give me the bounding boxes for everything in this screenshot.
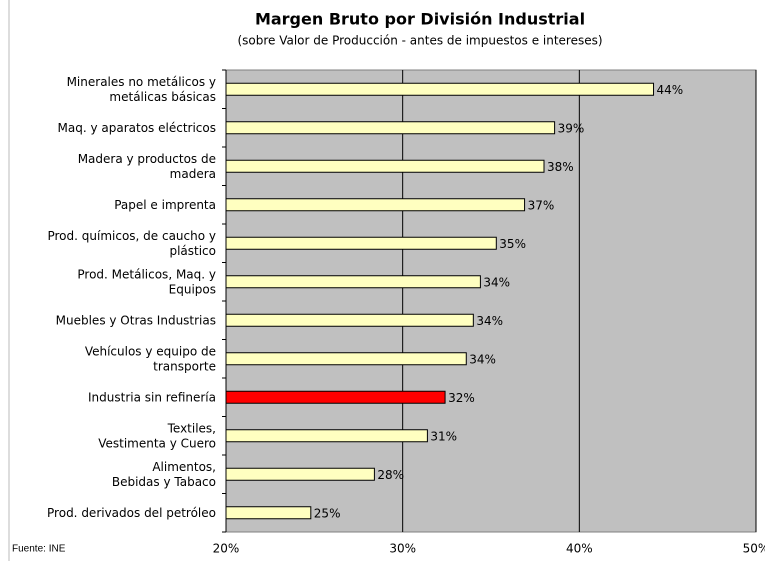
y-tick-label: Papel e imprenta	[114, 197, 216, 211]
value-label: 31%	[430, 429, 457, 443]
x-tick-label: 40%	[566, 542, 593, 556]
value-label: 28%	[377, 468, 404, 482]
bar	[225, 390, 446, 404]
bar	[225, 352, 467, 366]
value-label: 39%	[558, 121, 585, 135]
x-tick-label: 50%	[743, 542, 765, 556]
value-label: 25%	[314, 506, 341, 520]
value-label: 34%	[483, 275, 510, 289]
value-label: 38%	[547, 160, 574, 174]
x-tick-label: 30%	[389, 542, 416, 556]
y-tick-label: Alimentos, Bebidas y Tabaco	[112, 459, 216, 488]
bar	[225, 275, 481, 289]
y-tick-label: Textiles, Vestimenta y Cuero	[98, 421, 216, 450]
y-tick-label: Muebles y Otras Industrias	[56, 313, 216, 327]
value-label: 32%	[448, 391, 475, 405]
y-tick-label: Maq. y aparatos eléctricos	[58, 120, 216, 134]
value-label: 34%	[476, 314, 503, 328]
plot-area	[225, 69, 757, 533]
x-tick-label: 20%	[213, 542, 240, 556]
y-tick-label: Prod. Metálicos, Maq. y Equipos	[77, 267, 216, 296]
bar	[225, 121, 556, 135]
chart-subtitle: (sobre Valor de Producción - antes de im…	[237, 34, 602, 48]
y-tick-label: Prod. químicos, de caucho y plástico	[47, 228, 216, 257]
chart-title: Margen Bruto por División Industrial	[255, 10, 585, 29]
bar	[225, 467, 375, 481]
bar	[225, 159, 545, 173]
bar	[225, 313, 474, 327]
y-tick-label: Madera y productos de madera	[78, 151, 216, 180]
bar	[225, 429, 428, 443]
y-tick-label: Vehículos y equipo de transporte	[85, 344, 216, 373]
y-tick-label: Prod. derivados del petróleo	[47, 505, 216, 519]
y-tick-label: Minerales no metálicos y metálicas básica…	[67, 74, 216, 103]
value-label: 34%	[469, 352, 496, 366]
y-tick-label: Industria sin refinería	[88, 390, 216, 404]
bar	[225, 506, 312, 520]
value-label: 44%	[657, 83, 684, 97]
value-label: 35%	[499, 237, 526, 251]
bar	[225, 82, 655, 96]
bar	[225, 236, 497, 250]
source-note: Fuente: INE	[12, 544, 66, 555]
value-label: 37%	[528, 198, 555, 212]
bar	[225, 198, 526, 212]
